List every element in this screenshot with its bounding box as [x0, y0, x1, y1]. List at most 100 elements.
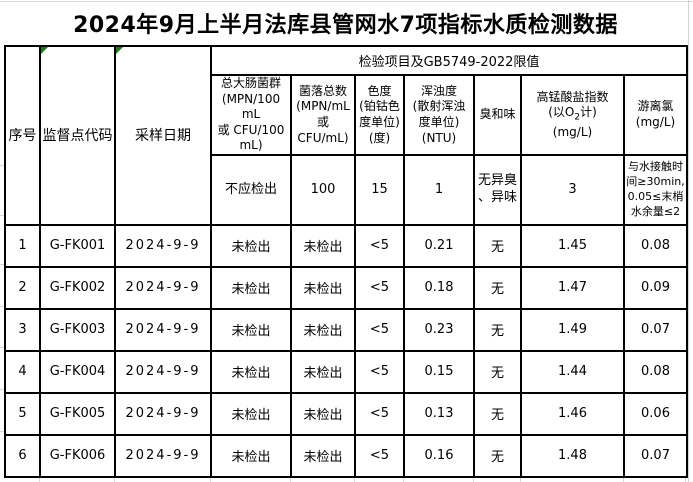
limit-cell-chroma[interactable]: 15: [354, 153, 405, 226]
water-quality-table: 序号 监督点代码 采样日期 检验项目及GB5749-2022限值 总大肠菌群 (…: [4, 45, 689, 478]
cell-serial[interactable]: 4: [4, 349, 41, 394]
cell-sample-date[interactable]: 2024-9-9: [114, 433, 212, 478]
cell-chroma[interactable]: <5: [354, 433, 405, 478]
cell-serial[interactable]: 3: [4, 307, 41, 352]
gridline-stub: [403, 473, 404, 482]
cell-colony-count[interactable]: 未检出: [290, 349, 356, 394]
limit-cell-total-coliform[interactable]: 不应检出: [210, 153, 292, 226]
cell-permanganate-index[interactable]: 1.46: [520, 391, 625, 436]
indicator-header-free-chlorine[interactable]: 游离氯 (mg/L): [622, 74, 689, 156]
cell-colony-count[interactable]: 未检出: [290, 223, 356, 268]
limit-cell-permanganate-index[interactable]: 3: [520, 153, 625, 226]
cell-total-coliform[interactable]: 未检出: [210, 307, 292, 352]
gridline: [0, 215, 4, 216]
cell-sample-date[interactable]: 2024-9-9: [114, 223, 212, 268]
cell-free-chlorine[interactable]: 0.08: [622, 223, 689, 268]
limit-cell-turbidity[interactable]: 1: [403, 153, 475, 226]
cell-odor[interactable]: 无: [473, 433, 522, 478]
cell-chroma[interactable]: <5: [354, 349, 405, 394]
cell-total-coliform[interactable]: 未检出: [210, 391, 292, 436]
indicator-header-permanganate-index[interactable]: 高锰酸盐指数 (以O2计) (mg/L): [520, 74, 625, 156]
cell-sample-date[interactable]: 2024-9-9: [114, 265, 212, 310]
indicator-line: (散射浑浊: [412, 99, 466, 114]
cell-permanganate-index[interactable]: 1.44: [520, 349, 625, 394]
cell-colony-count[interactable]: 未检出: [290, 433, 356, 478]
cell-free-chlorine[interactable]: 0.09: [622, 265, 689, 310]
limit-cell-free-chlorine[interactable]: 与水接触时 间≥30min, 0.05≤末梢 水余量≤2: [622, 153, 689, 226]
cell-site-code[interactable]: G-FK004: [39, 349, 116, 394]
cell-free-chlorine[interactable]: 0.07: [622, 433, 689, 478]
indicator-header-chroma[interactable]: 色度 (铂钴色 度单位) (度): [354, 74, 405, 156]
cell-turbidity[interactable]: 0.13: [403, 391, 475, 436]
limit-line: 0.05≤末梢: [627, 189, 684, 203]
gridline-stub: [39, 473, 40, 482]
indicator-line: 游离氯: [637, 99, 674, 114]
indicator-header-total-coliform[interactable]: 总大肠菌群 (MPN/100 mL 或 CFU/100 mL): [210, 74, 292, 156]
gridline-stub: [354, 473, 355, 482]
cell-serial[interactable]: 5: [4, 391, 41, 436]
cell-sample-date[interactable]: 2024-9-9: [114, 391, 212, 436]
cell-turbidity[interactable]: 0.23: [403, 307, 475, 352]
indicator-line: 浑浊度: [420, 83, 457, 98]
cell-free-chlorine[interactable]: 0.07: [622, 307, 689, 352]
header-cell-sample-date[interactable]: 采样日期: [114, 45, 212, 226]
cell-chroma[interactable]: <5: [354, 391, 405, 436]
header-row-indicators: 总大肠菌群 (MPN/100 mL 或 CFU/100 mL) 菌落总数 (MP…: [5, 74, 689, 156]
cell-colony-count[interactable]: 未检出: [290, 265, 356, 310]
cell-total-coliform[interactable]: 未检出: [210, 265, 292, 310]
cell-turbidity[interactable]: 0.15: [403, 349, 475, 394]
header-cell-serial[interactable]: 序号: [4, 45, 41, 226]
cell-permanganate-index[interactable]: 1.45: [520, 223, 625, 268]
header-cell-items-group[interactable]: 检验项目及GB5749-2022限值: [209, 45, 689, 76]
cell-permanganate-index[interactable]: 1.47: [520, 265, 625, 310]
gridline-stub: [290, 473, 291, 482]
indicator-line: (度): [368, 130, 391, 145]
cell-permanganate-index[interactable]: 1.49: [520, 307, 625, 352]
cell-sample-date[interactable]: 2024-9-9: [114, 307, 212, 352]
cell-site-code[interactable]: G-FK002: [39, 265, 116, 310]
cell-turbidity[interactable]: 0.21: [403, 223, 475, 268]
cell-total-coliform[interactable]: 未检出: [210, 223, 292, 268]
cell-colony-count[interactable]: 未检出: [290, 307, 356, 352]
cell-odor[interactable]: 无: [473, 223, 522, 268]
cell-serial[interactable]: 6: [4, 433, 41, 478]
cell-sample-date[interactable]: 2024-9-9: [114, 349, 212, 394]
cell-odor[interactable]: 无: [473, 265, 522, 310]
indicator-header-colony-count[interactable]: 菌落总数 (MPN/mL 或 CFU/mL): [290, 74, 356, 156]
cell-site-code[interactable]: G-FK006: [39, 433, 116, 478]
cell-total-coliform[interactable]: 未检出: [210, 433, 292, 478]
cell-site-code[interactable]: G-FK001: [39, 223, 116, 268]
cell-free-chlorine[interactable]: 0.08: [622, 349, 689, 394]
limit-cell-colony-count[interactable]: 100: [290, 153, 356, 226]
cell-chroma[interactable]: <5: [354, 265, 405, 310]
table-row: 6 G-FK006 2024-9-9 未检出 未检出 <5 0.16 无 1.4…: [4, 433, 689, 478]
table-row: 3 G-FK003 2024-9-9 未检出 未检出 <5 0.23 无 1.4…: [4, 307, 689, 352]
cell-colony-count[interactable]: 未检出: [290, 391, 356, 436]
cell-free-chlorine[interactable]: 0.06: [622, 391, 689, 436]
cell-serial[interactable]: 2: [4, 265, 41, 310]
cell-odor[interactable]: 无: [473, 391, 522, 436]
limit-cell-odor[interactable]: 无异臭 、异味: [473, 153, 522, 226]
cell-site-code[interactable]: G-FK005: [39, 391, 116, 436]
cell-chroma[interactable]: <5: [354, 223, 405, 268]
gridline: [0, 347, 4, 348]
cell-odor[interactable]: 无: [473, 349, 522, 394]
cell-chroma[interactable]: <5: [354, 307, 405, 352]
indicator-line: 菌落总数: [298, 83, 347, 98]
gridline: [0, 306, 4, 307]
indicator-header-turbidity[interactable]: 浑浊度 (散射浑浊 度单位) (NTU): [403, 74, 475, 156]
limit-line: 、异味: [477, 189, 517, 205]
limit-line: 15: [371, 181, 388, 197]
cell-permanganate-index[interactable]: 1.48: [520, 433, 625, 478]
cell-site-code[interactable]: G-FK003: [39, 307, 116, 352]
cell-turbidity[interactable]: 0.16: [403, 433, 475, 478]
cell-total-coliform[interactable]: 未检出: [210, 349, 292, 394]
indicator-header-odor[interactable]: 臭和味: [473, 74, 522, 156]
indicator-line: 度单位): [418, 114, 460, 129]
cell-serial[interactable]: 1: [4, 223, 41, 268]
table-row: 1 G-FK001 2024-9-9 未检出 未检出 <5 0.21 无 1.4…: [4, 223, 689, 268]
cell-turbidity[interactable]: 0.18: [403, 265, 475, 310]
cell-odor[interactable]: 无: [473, 307, 522, 352]
header-cell-site-code[interactable]: 监督点代码: [39, 45, 116, 226]
limit-line: 3: [568, 181, 577, 197]
